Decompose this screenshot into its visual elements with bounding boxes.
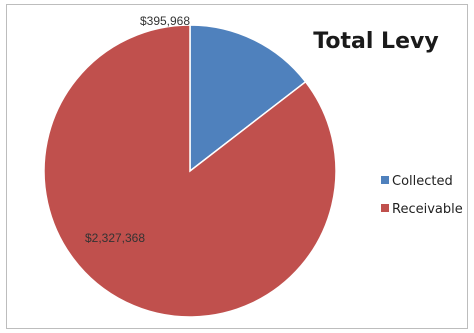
pie-slices	[43, 24, 337, 318]
pie-slice-receivable	[43, 24, 337, 318]
legend-swatch-collected	[381, 176, 389, 184]
legend-label-collected: Collected	[392, 174, 453, 189]
legend: Collected Receivable	[381, 174, 463, 217]
chart-title: Total Levy	[313, 29, 438, 54]
pie-slice-collected	[189, 24, 307, 173]
legend-swatch-receivable	[381, 204, 389, 212]
data-label-receivable: $2,327,368	[85, 231, 145, 245]
legend-label-receivable: Receivable	[392, 202, 463, 217]
data-label-collected: $395,968	[140, 14, 190, 28]
